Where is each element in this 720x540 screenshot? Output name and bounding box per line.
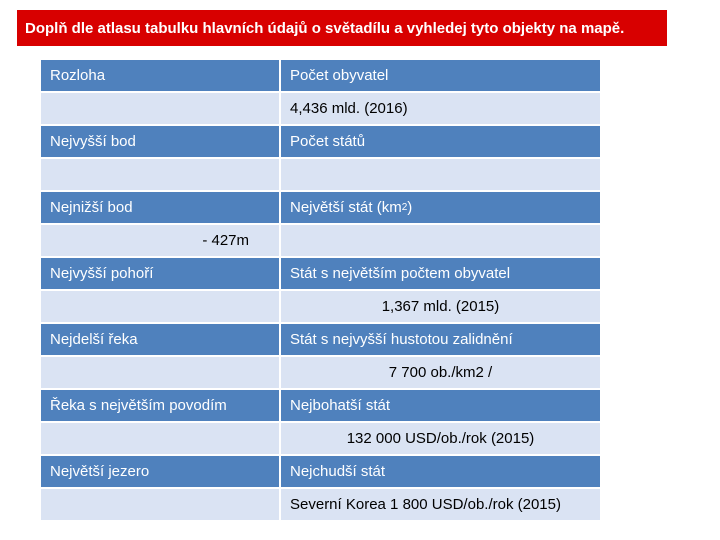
nejbohatsi-label: Nejbohatší stát (280, 389, 601, 422)
nejvyssi-bod-value[interactable] (40, 158, 280, 191)
table-row: Nejdelší řeka Stát s nejvyšší hustotou z… (40, 323, 601, 356)
nejvetsi-jezero-label: Největší jezero (40, 455, 280, 488)
table-row: Nejnižší bod Největší stát (km 2 ) (40, 191, 601, 224)
nejdelsi-reka-label: Nejdelší řeka (40, 323, 280, 356)
nejvetsi-jezero-value[interactable] (40, 488, 280, 521)
nejdelsi-reka-value[interactable] (40, 356, 280, 389)
table-row: Rozloha Počet obyvatel (40, 59, 601, 92)
pocet-statu-value[interactable] (280, 158, 601, 191)
pocet-obyvatel-value[interactable]: 4,436 mld. (2016) (280, 92, 601, 125)
table-row: 4,436 mld. (2016) (40, 92, 601, 125)
table-row: 7 700 ob./km2 / (40, 356, 601, 389)
pocet-obyvatel-label: Počet obyvatel (280, 59, 601, 92)
nejnizsi-bod-label: Nejnižší bod (40, 191, 280, 224)
data-table: Rozloha Počet obyvatel 4,436 mld. (2016)… (40, 59, 601, 521)
page-title: Doplň dle atlasu tabulku hlavních údajů … (17, 10, 667, 46)
reka-povodi-value[interactable] (40, 422, 280, 455)
nejnizsi-bod-value[interactable]: - 427m (40, 224, 280, 257)
table-row: 132 000 USD/ob./rok (2015) (40, 422, 601, 455)
nejvetsi-stat-value[interactable] (280, 224, 601, 257)
nejvyssi-pohori-value[interactable] (40, 290, 280, 323)
nejbohatsi-value[interactable]: 132 000 USD/ob./rok (2015) (280, 422, 601, 455)
hustota-label: Stát s nejvyšší hustotou zalidnění (280, 323, 601, 356)
table-row: Největší jezero Nejchudší stát (40, 455, 601, 488)
rozloha-label: Rozloha (40, 59, 280, 92)
nejvetsi-stat-label-text: Největší stát (km (290, 199, 402, 216)
rozloha-value[interactable] (40, 92, 280, 125)
stat-obyvatel-value[interactable]: 1,367 mld. (2015) (280, 290, 601, 323)
nejchudsi-label: Nejchudší stát (280, 455, 601, 488)
table-row: - 427m (40, 224, 601, 257)
reka-povodi-label: Řeka s největším povodím (40, 389, 280, 422)
nejvyssi-bod-label: Nejvyšší bod (40, 125, 280, 158)
nejchudsi-value[interactable]: Severní Korea 1 800 USD/ob./rok (2015) (280, 488, 601, 521)
table-row (40, 158, 601, 191)
nejvetsi-stat-label: Největší stát (km 2 ) (280, 191, 601, 224)
hustota-value[interactable]: 7 700 ob./km2 / (280, 356, 601, 389)
pocet-statu-label: Počet států (280, 125, 601, 158)
nejvyssi-pohori-label: Nejvyšší pohoří (40, 257, 280, 290)
table-row: 1,367 mld. (2015) (40, 290, 601, 323)
table-row: Severní Korea 1 800 USD/ob./rok (2015) (40, 488, 601, 521)
table-row: Nejvyšší pohoří Stát s největším počtem … (40, 257, 601, 290)
table-row: Řeka s největším povodím Nejbohatší stát (40, 389, 601, 422)
nejvetsi-stat-label-suffix: ) (407, 199, 413, 216)
table-row: Nejvyšší bod Počet států (40, 125, 601, 158)
stat-obyvatel-label: Stát s největším počtem obyvatel (280, 257, 601, 290)
